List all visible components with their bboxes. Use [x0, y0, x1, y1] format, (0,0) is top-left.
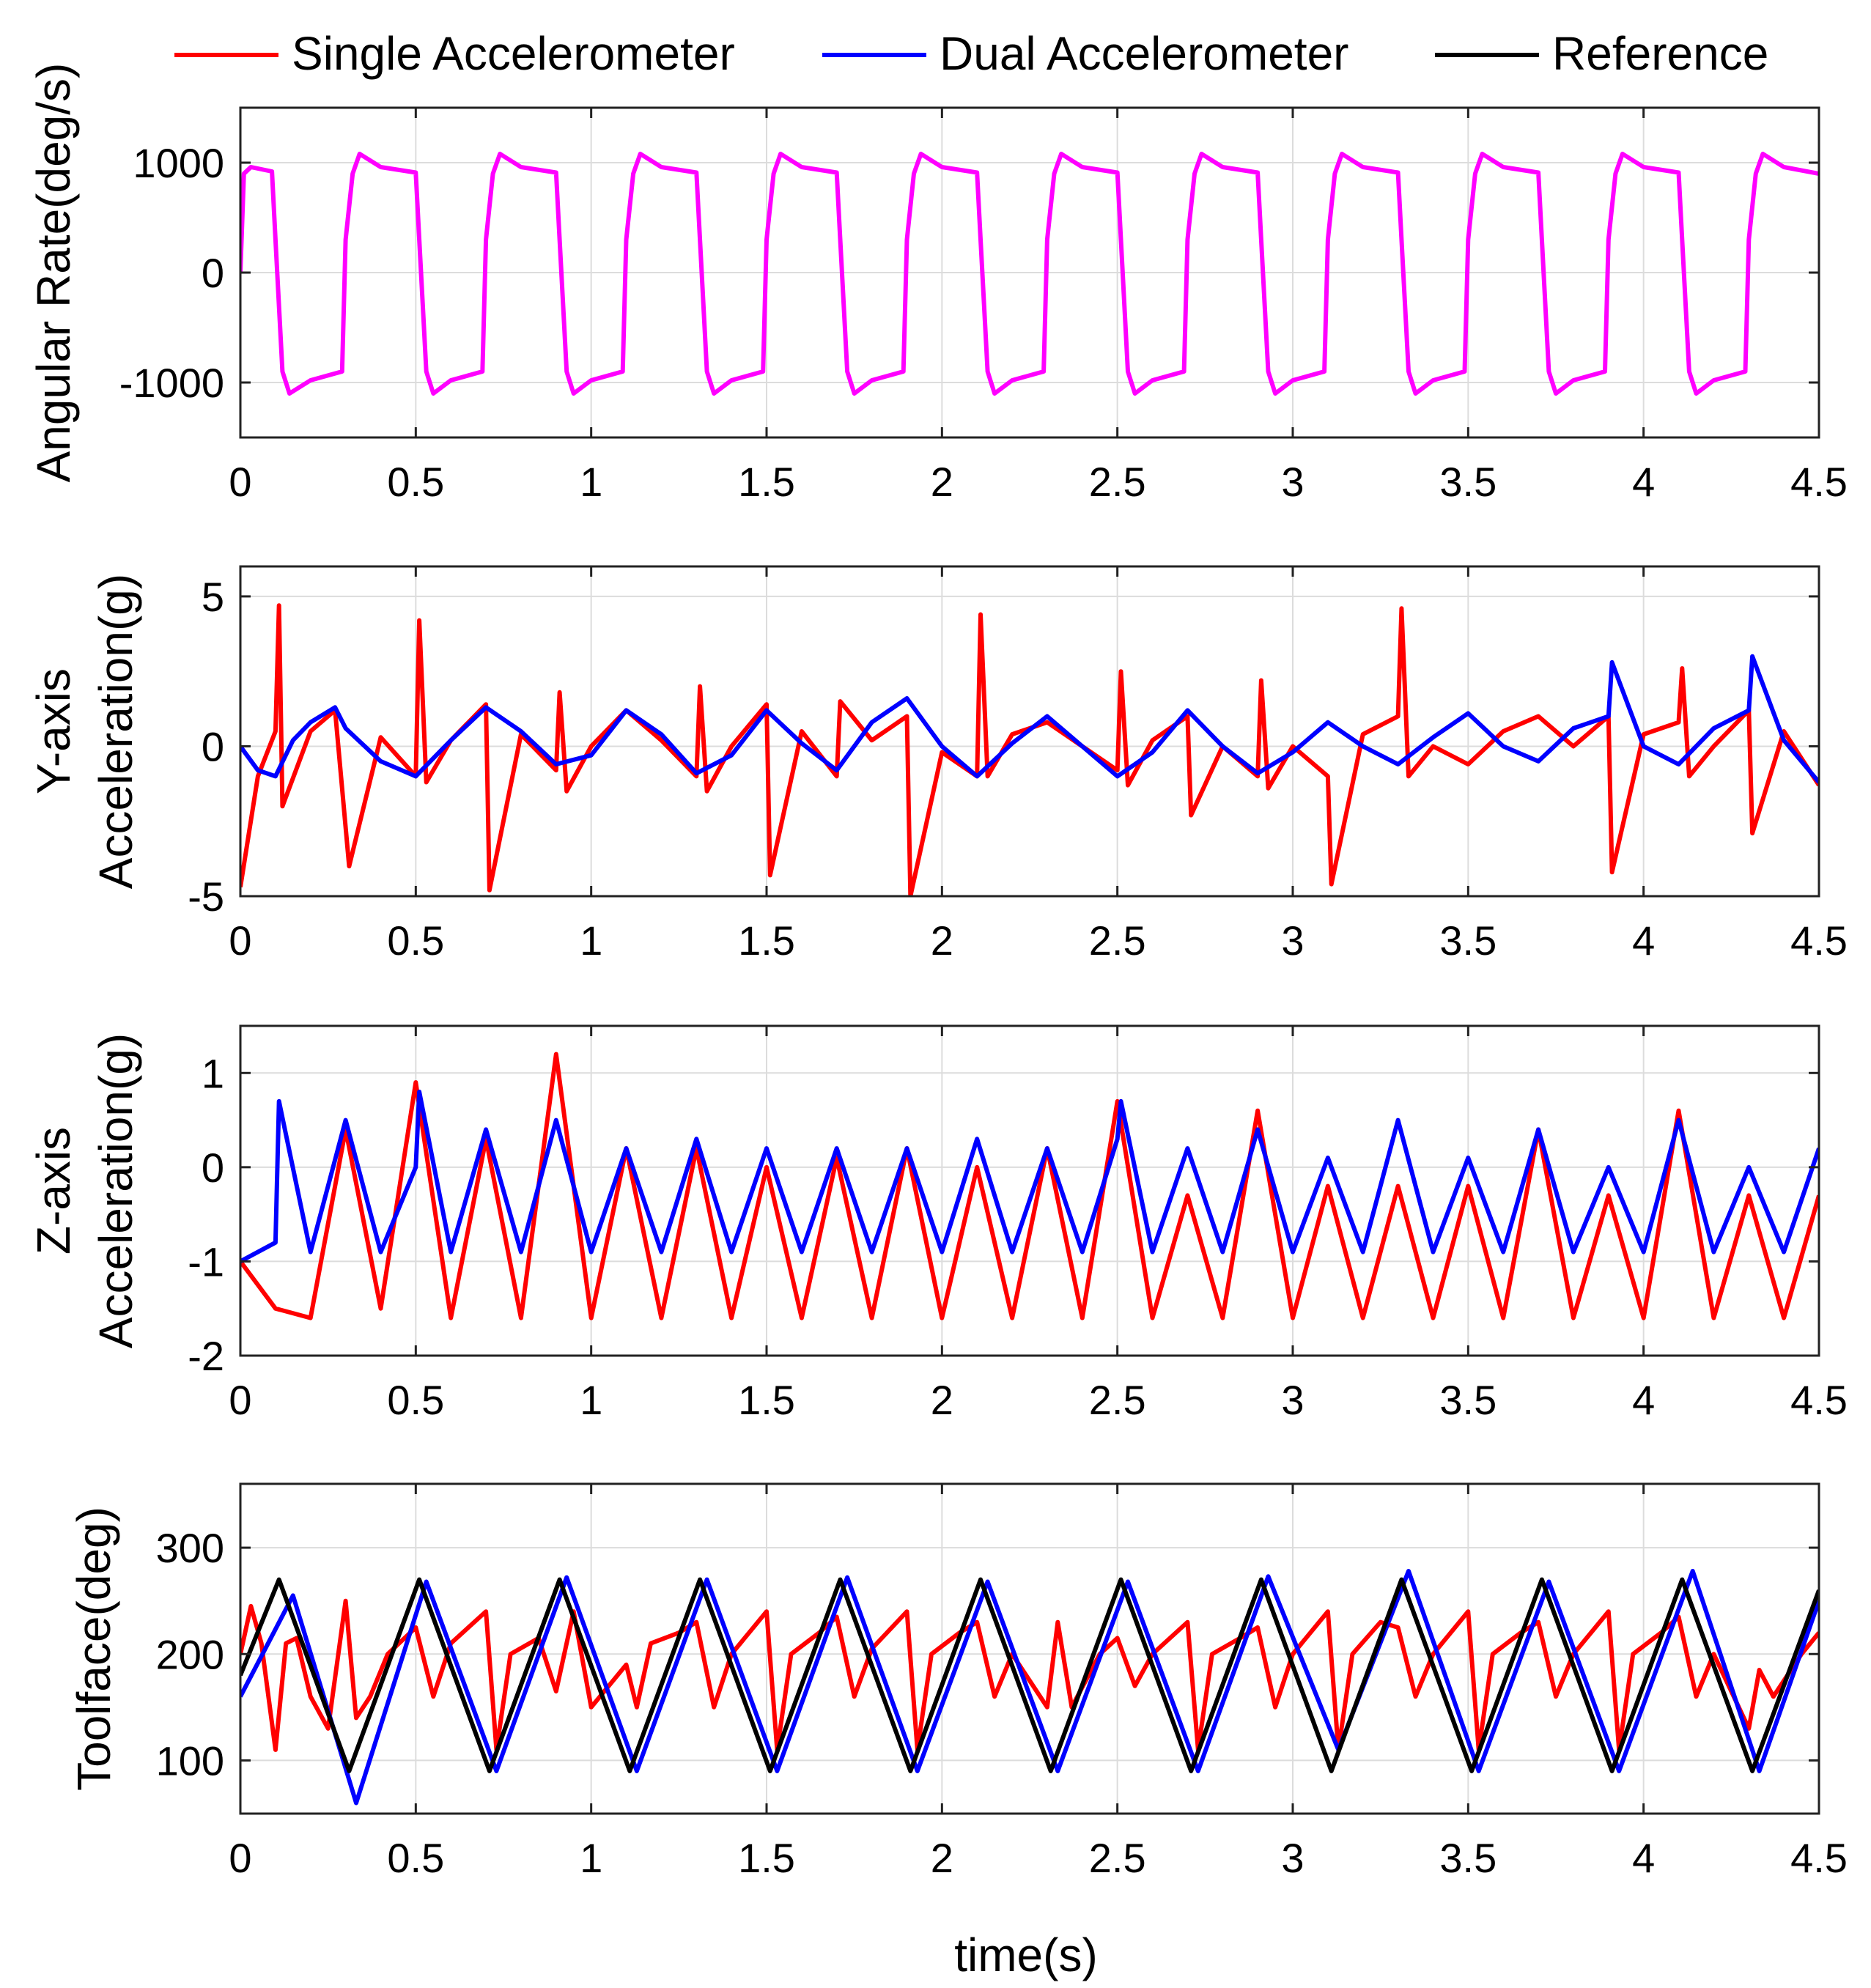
y-axis-label: Z-axis	[27, 1127, 80, 1254]
y-tick-label: 100	[156, 1737, 224, 1784]
x-tick-label: 4	[1632, 1377, 1655, 1423]
y-axis-label: Acceleration(g)	[89, 574, 142, 889]
y-tick-label: 5	[202, 574, 224, 620]
y-tick-label: 0	[202, 250, 224, 296]
x-tick-label: 0.5	[387, 459, 444, 505]
x-tick-label: 3.5	[1439, 917, 1497, 964]
x-axis-label: time(s)	[954, 1929, 1098, 1981]
x-tick-label: 3.5	[1439, 1377, 1497, 1423]
legend: Single Accelerometer Dual Accelerometer …	[174, 27, 1768, 80]
series-dual-accelerometer	[240, 654, 1819, 784]
x-tick-label: 1	[580, 459, 602, 505]
x-tick-label: 1	[580, 1377, 602, 1423]
x-tick-label: 0	[229, 1377, 251, 1423]
panel-3: 0 0.5 1 1.5 2 2.5 3 3.5 4 4.5 -2 -1 0 1 Z-axis Accelera…	[27, 1024, 1848, 1423]
x-tick-label: 4.5	[1790, 1377, 1848, 1423]
x-tick-label: 3	[1281, 459, 1304, 505]
x-tick-label: 4	[1632, 459, 1655, 505]
y-tick-label: -2	[188, 1333, 224, 1379]
y-tick-label: -1000	[119, 360, 224, 406]
x-tick-label: 0.5	[387, 1377, 444, 1423]
y-tick-label: 0	[202, 1145, 224, 1191]
series-single-accelerometer	[240, 1052, 1819, 1320]
x-tick-label: 0	[229, 917, 251, 964]
series-dual-accelerometer	[240, 1090, 1819, 1264]
x-tick-label: 4.5	[1790, 917, 1848, 964]
y-tick-label: -5	[188, 873, 224, 920]
x-tick-label: 2.5	[1089, 1377, 1146, 1423]
series-dual-accelerometer	[240, 1569, 1819, 1806]
y-tick-label: 1	[202, 1050, 224, 1096]
y-axis-label: Acceleration(g)	[89, 1033, 142, 1348]
x-tick-label: 1	[580, 917, 602, 964]
y-tick-label: 300	[156, 1525, 224, 1571]
x-tick-label: 2.5	[1089, 1835, 1146, 1881]
x-tick-label: 4	[1632, 1835, 1655, 1881]
axes-frame	[239, 1482, 1820, 1815]
x-tick-label: 2	[931, 1835, 953, 1881]
x-tick-label: 2.5	[1089, 459, 1146, 505]
x-tick-label: 0	[229, 1835, 251, 1881]
panel-1: 0 0.5 1 1.5 2 2.5 3 3.5 4 4.5 -1000 0 1000 Angular Ra…	[27, 63, 1848, 505]
y-axis-label: Toolface(deg)	[67, 1507, 120, 1791]
legend-label-dual: Dual Accelerometer	[940, 27, 1348, 80]
axes-frame	[239, 565, 1820, 898]
series-single-accelerometer	[240, 1598, 1819, 1752]
legend-label-reference: Reference	[1552, 27, 1768, 80]
x-tick-label: 3	[1281, 1835, 1304, 1881]
x-tick-label: 2.5	[1089, 917, 1146, 964]
x-tick-label: 3.5	[1439, 459, 1497, 505]
x-tick-label: 4.5	[1790, 459, 1848, 505]
y-axis-label: Y-axis	[27, 668, 80, 794]
y-tick-label: 1000	[133, 140, 224, 186]
x-tick-label: 0	[229, 459, 251, 505]
x-tick-label: 4.5	[1790, 1835, 1848, 1881]
series-reference	[240, 1577, 1819, 1773]
x-tick-label: 2	[931, 459, 953, 505]
x-tick-label: 2	[931, 917, 953, 964]
x-tick-label: 1.5	[738, 1835, 795, 1881]
legend-label-single: Single Accelerometer	[292, 27, 735, 80]
y-tick-label: 200	[156, 1631, 224, 1677]
series-angular-rate	[240, 152, 1819, 396]
x-tick-label: 3	[1281, 917, 1304, 964]
x-tick-label: 0.5	[387, 917, 444, 964]
x-tick-label: 1.5	[738, 917, 795, 964]
x-tick-label: 3	[1281, 1377, 1304, 1423]
y-tick-label: 0	[202, 723, 224, 769]
x-tick-label: 4	[1632, 917, 1655, 964]
x-tick-label: 3.5	[1439, 1835, 1497, 1881]
panel-4: 0 0.5 1 1.5 2 2.5 3 3.5 4 4.5 100 200 300 Toolface(de…	[67, 1482, 1848, 1881]
x-tick-label: 1.5	[738, 1377, 795, 1423]
x-tick-label: 1	[580, 1835, 602, 1881]
y-tick-label: -1	[188, 1238, 224, 1285]
y-axis-label: Angular Rate(deg/s)	[27, 63, 80, 483]
x-tick-label: 0.5	[387, 1835, 444, 1881]
x-tick-label: 2	[931, 1377, 953, 1423]
x-tick-label: 1.5	[738, 459, 795, 505]
axes-frame	[239, 1024, 1820, 1357]
